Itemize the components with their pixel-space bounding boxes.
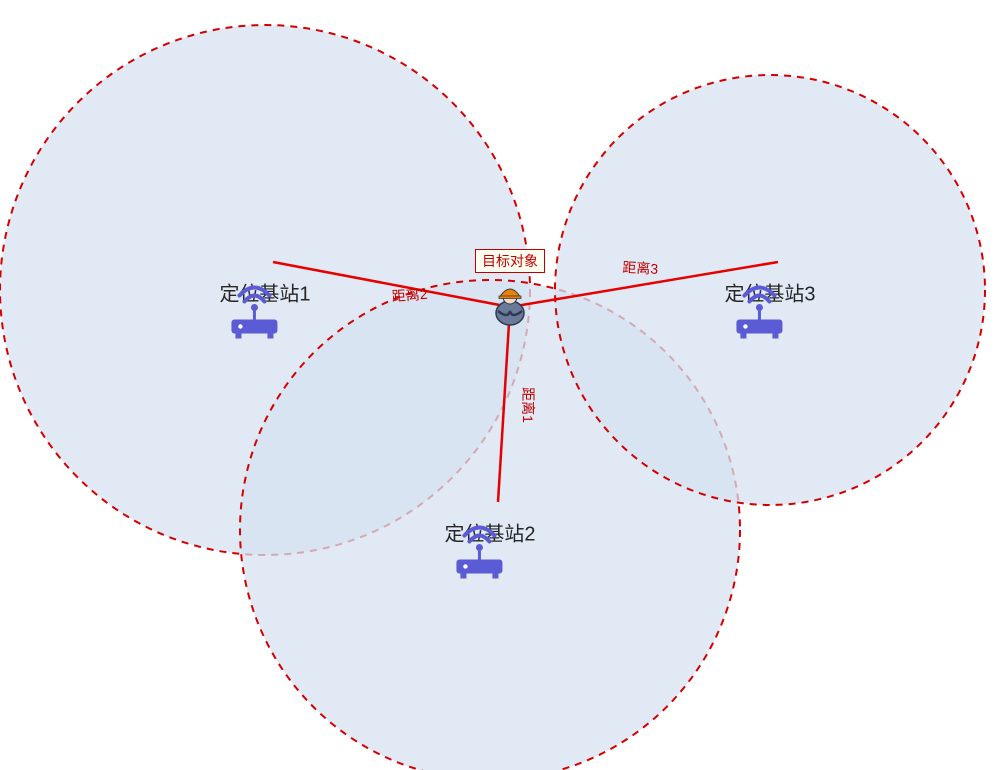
diagram-svg: 距离1 距离2 距离3	[0, 0, 1000, 770]
router-icon	[724, 274, 794, 344]
distance-label-2: 距离2	[391, 286, 428, 304]
station-2: 定位基站2	[444, 514, 535, 547]
target-label: 目标对象	[475, 249, 545, 273]
trilateration-diagram: 距离1 距离2 距离3 定位基站1 定位基站2	[0, 0, 1000, 770]
distance-label-1: 距离1	[520, 387, 536, 423]
station-1: 定位基站1	[219, 274, 310, 307]
station-3: 定位基站3	[724, 274, 815, 307]
distance-label-3: 距离3	[622, 259, 659, 277]
router-icon	[444, 514, 514, 584]
router-icon	[219, 274, 289, 344]
